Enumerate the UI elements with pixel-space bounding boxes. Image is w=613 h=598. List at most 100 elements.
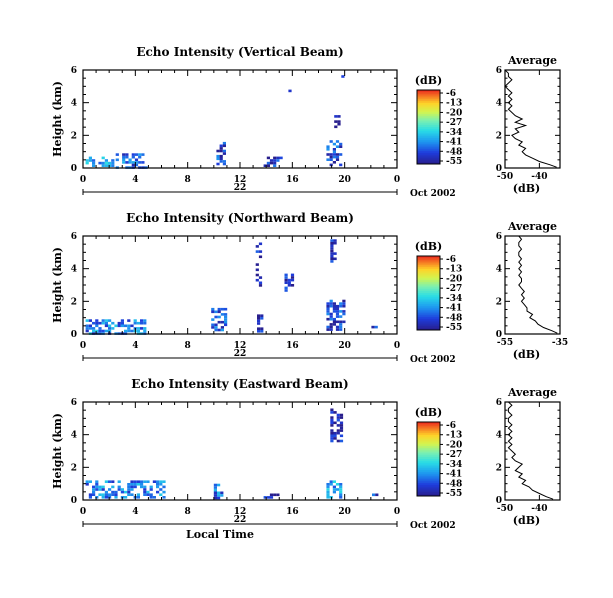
echo-cell (138, 161, 142, 164)
echo-cell (257, 319, 261, 323)
echo-cell (336, 431, 340, 435)
echo-cell (334, 115, 338, 118)
colorbar-segment (417, 296, 440, 299)
echo-cell (114, 496, 118, 499)
average-y-tick-label: 0 (496, 164, 502, 174)
colorbar-segment (417, 438, 440, 441)
echo-cell (330, 437, 334, 440)
echo-cell (92, 159, 96, 162)
echo-cell (92, 490, 96, 494)
colorbar-segment (417, 139, 440, 143)
echo-cell (333, 431, 337, 435)
colorbar-segment (417, 102, 440, 106)
colorbar-segment (417, 427, 440, 430)
echo-cell (335, 310, 340, 313)
colorbar-segment (417, 156, 440, 159)
colorbar-segment (417, 90, 440, 93)
echo-cell (120, 319, 124, 322)
colorbar-segment (417, 468, 440, 471)
echo-cell (276, 156, 280, 160)
echo-cell (85, 327, 89, 330)
echo-cell (336, 429, 340, 432)
echo-cell (114, 490, 118, 494)
echo-cell (273, 164, 277, 167)
echo-cell (162, 496, 166, 499)
echo-cell (111, 480, 115, 483)
echo-cell (125, 161, 129, 164)
colorbar-segment (417, 267, 440, 270)
echo-cell (284, 273, 288, 277)
colorbar-frame (416, 255, 441, 331)
colorbar-segment (417, 460, 440, 464)
echo-cell (337, 115, 341, 118)
echo-cell (333, 434, 337, 438)
colorbar-segment (417, 459, 440, 462)
echo-cell (339, 488, 343, 491)
echo-cell (101, 161, 105, 165)
average-y-tick-label: 2 (496, 463, 502, 473)
average-profile-line (507, 401, 554, 500)
echo-cell (101, 164, 105, 167)
colorbar-tick-label: -34 (446, 294, 462, 304)
echo-cell (339, 328, 343, 331)
echo-cell (326, 148, 330, 151)
echo-cell (216, 162, 220, 166)
echo-cell (371, 325, 375, 329)
echo-cell (329, 153, 333, 156)
echo-cell (330, 421, 334, 425)
echo-cell (101, 485, 105, 489)
colorbar-segment (417, 289, 440, 292)
echo-cell (140, 485, 144, 489)
echo-cell (335, 307, 340, 311)
echo-cell (255, 245, 259, 248)
echo-cell (326, 488, 330, 491)
echo-cell (213, 486, 217, 489)
echo-cell (224, 320, 228, 324)
echo-cell (156, 490, 160, 494)
colorbar-segment (417, 313, 440, 316)
y-tick-label: 2 (71, 131, 77, 141)
colorbar-segment (417, 110, 440, 113)
echo-cell (117, 485, 121, 489)
echo-cell (120, 490, 124, 494)
echo-cell (95, 488, 99, 491)
echo-cell (273, 156, 277, 160)
echo-cell (326, 304, 330, 308)
colorbar-segment (417, 134, 440, 137)
echo-cell (337, 120, 341, 123)
colorbar-segment (417, 141, 440, 145)
colorbar-segment (417, 486, 440, 489)
echo-cell (224, 307, 228, 311)
colorbar-tick-label: -6 (446, 89, 456, 99)
echo-cell (339, 496, 343, 499)
average-x-tick-label: -55 (497, 338, 513, 348)
colorbar-segment (417, 152, 440, 156)
echo-cell (222, 141, 226, 145)
colorbar-segment (417, 328, 440, 331)
echo-cell (326, 328, 330, 331)
echo-cell (98, 321, 102, 325)
echo-cell (217, 483, 221, 487)
echo-cell (146, 480, 150, 483)
echo-cell (216, 157, 220, 161)
echo-cell (117, 480, 121, 483)
echo-cell (335, 312, 340, 316)
colorbar-segment (417, 455, 440, 458)
colorbar-segment (417, 429, 440, 432)
echo-cell (92, 321, 96, 325)
average-y-tick-label: 0 (496, 330, 502, 340)
echo-cell (335, 153, 340, 156)
x-tick-label: 0 (394, 507, 400, 517)
colorbar-segment (417, 464, 440, 467)
echo-cell (288, 89, 292, 93)
echo-cell (220, 320, 224, 324)
echo-cell (219, 149, 223, 153)
colorbar-segment (417, 287, 440, 290)
colorbar-segment (417, 272, 440, 275)
echo-cell (95, 480, 99, 483)
average-frame (504, 401, 561, 501)
echo-cell (326, 485, 330, 489)
echo-cell (98, 488, 102, 491)
colorbar-segment (417, 265, 440, 268)
echo-cell (104, 329, 108, 333)
